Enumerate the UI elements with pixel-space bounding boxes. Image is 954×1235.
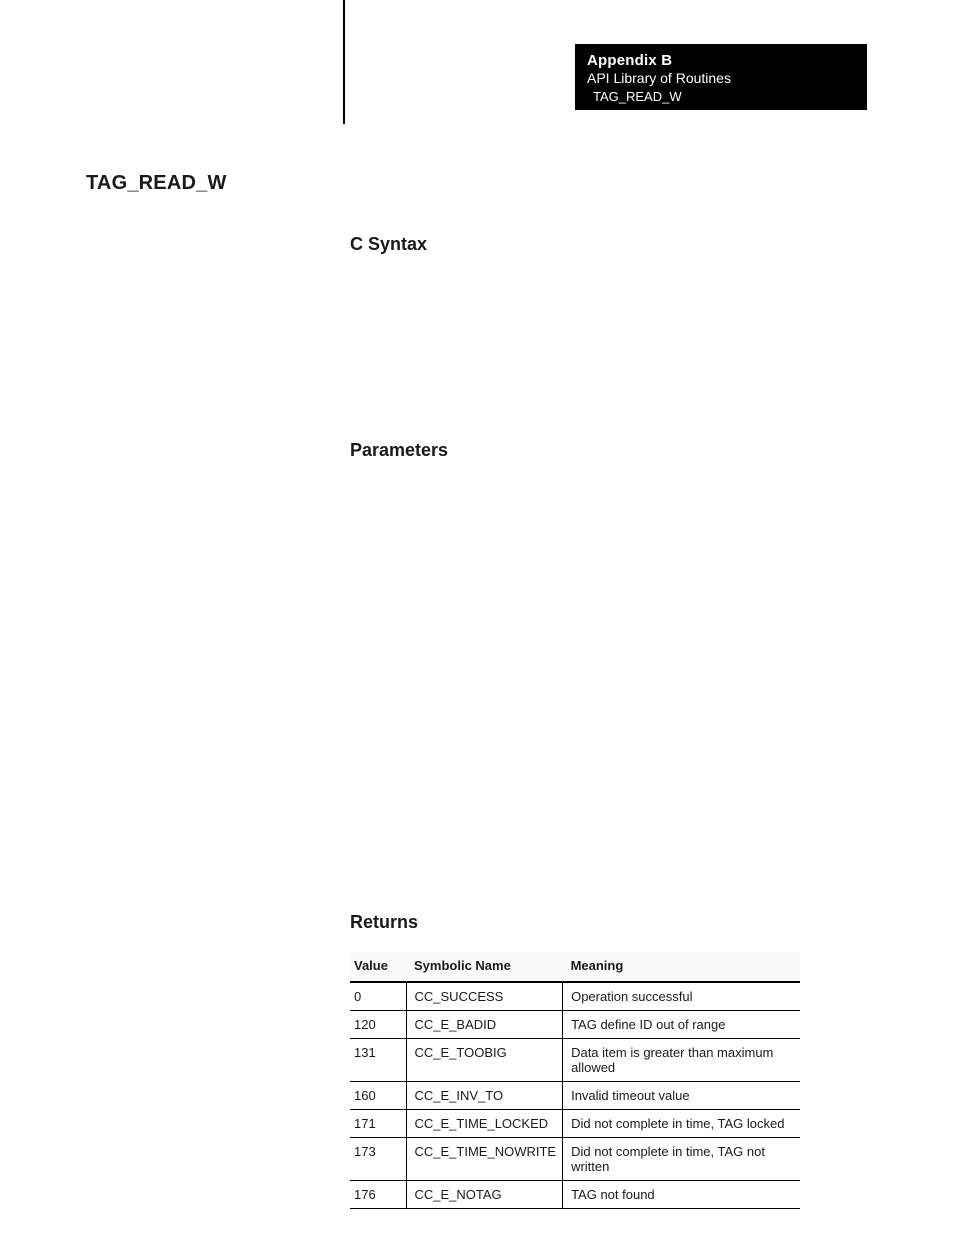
section-heading-syntax: C Syntax (350, 234, 427, 255)
cell-meaning: Data item is greater than maximum allowe… (563, 1039, 800, 1082)
cell-symbolic-name: CC_E_TOOBIG (406, 1039, 563, 1082)
section-heading-parameters: Parameters (350, 440, 448, 461)
cell-meaning: TAG not found (563, 1181, 800, 1209)
col-header-symbol: Symbolic Name (406, 952, 563, 982)
table-row: 176CC_E_NOTAGTAG not found (350, 1181, 800, 1209)
page-title: TAG_READ_W (86, 172, 227, 195)
cell-meaning: Operation successful (563, 982, 800, 1011)
col-header-meaning: Meaning (563, 952, 800, 982)
page-header-box: Appendix B API Library of Routines TAG_R… (575, 44, 867, 110)
cell-value: 176 (350, 1181, 406, 1209)
col-header-value: Value (350, 952, 406, 982)
table-row: 173CC_E_TIME_NOWRITEDid not complete in … (350, 1138, 800, 1181)
appendix-tag: TAG_READ_W (587, 89, 855, 104)
cell-symbolic-name: CC_E_NOTAG (406, 1181, 563, 1209)
cell-meaning: Did not complete in time, TAG not writte… (563, 1138, 800, 1181)
cell-value: 0 (350, 982, 406, 1011)
table-row: 120CC_E_BADIDTAG define ID out of range (350, 1011, 800, 1039)
cell-symbolic-name: CC_E_INV_TO (406, 1082, 563, 1110)
returns-table: Value Symbolic Name Meaning 0CC_SUCCESSO… (350, 952, 800, 1209)
cell-value: 171 (350, 1110, 406, 1138)
cell-symbolic-name: CC_SUCCESS (406, 982, 563, 1011)
cell-meaning: TAG define ID out of range (563, 1011, 800, 1039)
cell-value: 120 (350, 1011, 406, 1039)
appendix-label: Appendix B (587, 52, 855, 70)
table-row: 0CC_SUCCESSOperation successful (350, 982, 800, 1011)
cell-value: 173 (350, 1138, 406, 1181)
table-row: 171CC_E_TIME_LOCKEDDid not complete in t… (350, 1110, 800, 1138)
returns-table-body: 0CC_SUCCESSOperation successful120CC_E_B… (350, 982, 800, 1209)
vertical-rule (343, 0, 345, 124)
cell-symbolic-name: CC_E_TIME_LOCKED (406, 1110, 563, 1138)
cell-meaning: Invalid timeout value (563, 1082, 800, 1110)
cell-value: 160 (350, 1082, 406, 1110)
section-heading-returns: Returns (350, 912, 418, 933)
cell-symbolic-name: CC_E_TIME_NOWRITE (406, 1138, 563, 1181)
cell-meaning: Did not complete in time, TAG locked (563, 1110, 800, 1138)
appendix-subtitle: API Library of Routines (587, 70, 855, 87)
cell-symbolic-name: CC_E_BADID (406, 1011, 563, 1039)
table-header-row: Value Symbolic Name Meaning (350, 952, 800, 982)
table-row: 131CC_E_TOOBIGData item is greater than … (350, 1039, 800, 1082)
cell-value: 131 (350, 1039, 406, 1082)
table-row: 160CC_E_INV_TOInvalid timeout value (350, 1082, 800, 1110)
